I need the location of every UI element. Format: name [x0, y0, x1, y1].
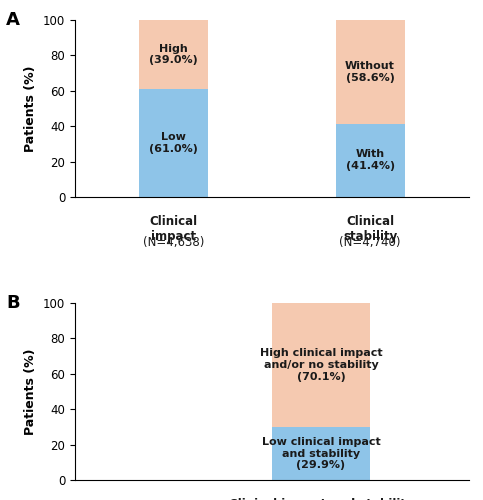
- Text: Clinical impact and stability: Clinical impact and stability: [228, 498, 413, 500]
- Text: B: B: [6, 294, 20, 312]
- Text: Low
(61.0%): Low (61.0%): [149, 132, 198, 154]
- Bar: [336, 20, 405, 124]
- Text: Clinical
stability: Clinical stability: [343, 214, 397, 242]
- Text: Without
(58.6%): Without (58.6%): [345, 61, 395, 82]
- Text: High
(39.0%): High (39.0%): [149, 44, 198, 66]
- Text: Low clinical impact
and stability
(29.9%): Low clinical impact and stability (29.9%…: [261, 437, 380, 470]
- Bar: [139, 20, 208, 89]
- Bar: [139, 89, 208, 197]
- Text: Clinical
impact: Clinical impact: [149, 214, 198, 242]
- Y-axis label: Patients (%): Patients (%): [24, 65, 37, 152]
- Text: (N=4,740): (N=4,740): [340, 236, 401, 249]
- Text: (N=4,638): (N=4,638): [142, 236, 204, 249]
- Text: A: A: [6, 11, 20, 29]
- Bar: [271, 303, 370, 427]
- Bar: [271, 427, 370, 480]
- Bar: [336, 124, 405, 197]
- Text: High clinical impact
and/or no stability
(70.1%): High clinical impact and/or no stability…: [259, 348, 382, 382]
- Y-axis label: Patients (%): Patients (%): [24, 348, 37, 435]
- Text: With
(41.4%): With (41.4%): [345, 150, 395, 171]
